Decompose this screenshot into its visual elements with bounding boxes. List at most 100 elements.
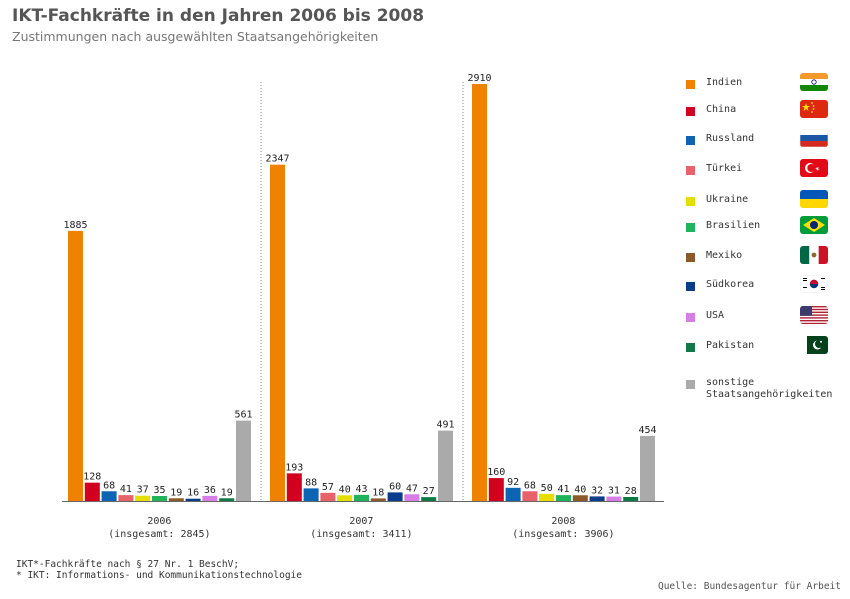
x-tick-sublabel-2008: (insgesamt: 3906): [512, 529, 614, 540]
usa-flag-icon: [800, 306, 828, 324]
bar-2007-mexiko: [370, 498, 386, 501]
chart-subtitle: Zustimmungen nach ausgewählten Staatsang…: [12, 29, 379, 44]
data-label-2007-brasilien: 43: [355, 484, 367, 495]
legend-swatch: [686, 313, 695, 322]
legend: Indien China Russland Türkei Ukraine Brasilie…: [686, 0, 850, 420]
legend-label: China: [706, 104, 737, 115]
bar-2008-suedkorea: [589, 496, 605, 501]
legend-swatch: [686, 80, 695, 89]
legend-swatch: [686, 166, 695, 175]
data-label-2007-suedkorea: 60: [389, 481, 401, 492]
south-korea-flag-icon: [800, 275, 828, 293]
legend-swatch: [686, 107, 695, 116]
x-tick-label-2007: 2007: [349, 516, 373, 527]
data-label-2008-sonstige-staatsangehoerigkeiten: 454: [638, 425, 656, 436]
china-flag-icon: [800, 100, 828, 118]
data-label-2007-indien: 2347: [265, 154, 289, 165]
data-label-2008-mexiko: 40: [574, 484, 586, 495]
data-label-2006-ukraine: 37: [137, 485, 149, 496]
data-label-2007-usa: 47: [406, 483, 418, 494]
legend-label: Südkorea: [706, 279, 755, 290]
legend-swatch: [686, 223, 695, 232]
turkey-flag-icon: [800, 159, 828, 177]
data-label-2008-usa: 31: [608, 486, 620, 497]
bar-2007-ukraine: [337, 495, 353, 501]
bar-2006-russland: [101, 491, 117, 501]
bar-2008-sonstige-staatsangehoerigkeiten: [640, 435, 655, 501]
data-label-2008-china: 160: [487, 467, 505, 478]
bar-2008-indien: [472, 84, 487, 501]
legend-label: Brasilien: [706, 220, 761, 231]
legend-swatch: [686, 380, 695, 389]
data-label-2006-suedkorea: 16: [187, 488, 199, 499]
bar-2006-china: [84, 482, 100, 501]
data-label-2006-brasilien: 35: [153, 485, 165, 496]
legend-swatch: [686, 343, 695, 352]
ukraine-flag-icon: [800, 190, 828, 208]
bar-2007-china: [286, 473, 302, 501]
data-label-2007-china: 193: [285, 462, 303, 473]
legend-swatch: [686, 197, 695, 206]
legend-label: Indien: [706, 77, 743, 88]
data-label-2006-usa: 36: [204, 485, 216, 496]
bar-2007-indien: [270, 164, 285, 502]
legend-label: Pakistan: [706, 340, 755, 351]
chart-title: IKT-Fachkräfte in den Jahren 2006 bis 20…: [12, 6, 425, 26]
data-label-2006-mexiko: 19: [170, 487, 182, 498]
data-label-2008-indien: 2910: [467, 73, 491, 84]
data-label-2008-russland: 92: [507, 477, 519, 488]
bar-2008-tuerkei: [522, 491, 538, 501]
bar-2006-usa: [202, 495, 218, 501]
data-label-2007-ukraine: 40: [339, 484, 351, 495]
data-label-2007-russland: 88: [305, 477, 317, 488]
bar-2007-pakistan: [421, 497, 437, 501]
data-label-2007-mexiko: 18: [372, 487, 384, 498]
data-label-2008-tuerkei: 68: [524, 480, 536, 491]
data-label-2006-pakistan: 19: [221, 487, 233, 498]
bar-2008-pakistan: [623, 496, 639, 501]
data-label-2008-ukraine: 50: [541, 483, 553, 494]
bar-2007-russland: [303, 488, 319, 501]
x-tick-label-2006: 2006: [147, 516, 171, 527]
legend-label: USA: [706, 310, 725, 321]
bar-2007-brasilien: [354, 494, 369, 501]
bar-2006-brasilien: [152, 495, 167, 501]
bar-2008-mexiko: [572, 495, 588, 501]
bar-2008-ukraine: [539, 493, 555, 501]
data-label-2006-indien: 1885: [63, 220, 87, 231]
bar-2006-sonstige-staatsangehoerigkeiten: [236, 420, 251, 501]
data-label-2007-sonstige-staatsangehoerigkeiten: 491: [436, 420, 454, 431]
footnote-2: * IKT: Informations- und Kommunikationst…: [16, 570, 302, 581]
data-label-2008-pakistan: 28: [625, 486, 637, 497]
india-flag-icon: [800, 73, 828, 91]
bar-2006-mexiko: [168, 498, 184, 501]
bar-2006-tuerkei: [118, 495, 134, 501]
x-tick-sublabel-2007: (insgesamt: 3411): [310, 529, 412, 540]
bar-2007-sonstige-staatsangehoerigkeiten: [438, 430, 453, 501]
mexico-flag-icon: [800, 246, 828, 264]
russia-flag-icon: [800, 129, 828, 147]
bar-2008-russland: [505, 487, 521, 501]
bar-2007-suedkorea: [387, 492, 403, 501]
data-label-2008-brasilien: 41: [557, 484, 569, 495]
bar-2006-suedkorea: [185, 498, 201, 501]
bar-2006-ukraine: [135, 495, 151, 501]
bar-2007-tuerkei: [320, 492, 336, 501]
data-label-2006-sonstige-staatsangehoerigkeiten: 561: [234, 410, 252, 421]
legend-swatch: [686, 282, 695, 291]
data-label-2006-russland: 68: [103, 480, 115, 491]
legend-label: sonstige Staatsangehörigkeiten: [706, 377, 833, 400]
bar-2006-indien: [68, 230, 83, 501]
legend-swatch: [686, 136, 695, 145]
legend-label: Ukraine: [706, 194, 749, 205]
brazil-flag-icon: [800, 216, 828, 234]
bar-2007-usa: [404, 494, 420, 501]
data-label-2007-pakistan: 27: [423, 486, 435, 497]
legend-swatch: [686, 253, 695, 262]
source-note: Quelle: Bundesagentur für Arbeit: [657, 581, 841, 592]
bar-2008-china: [488, 478, 504, 501]
bar-2006-pakistan: [219, 498, 235, 501]
pakistan-flag-icon: [800, 336, 828, 354]
data-label-2008-suedkorea: 32: [591, 485, 603, 496]
